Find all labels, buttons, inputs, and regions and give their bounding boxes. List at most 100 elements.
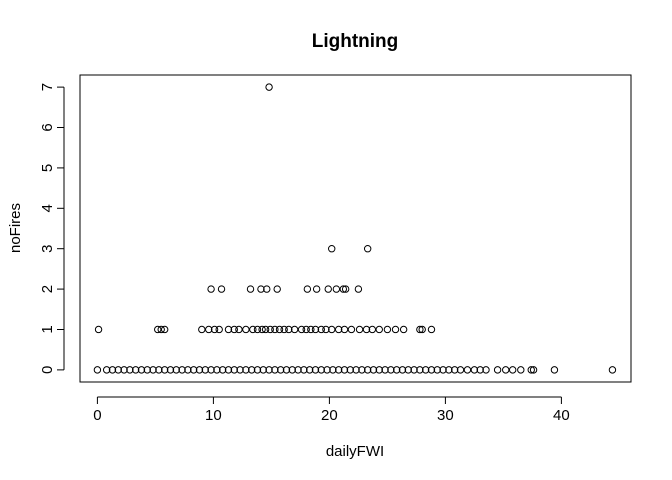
data-point — [297, 325, 306, 334]
data-point — [137, 366, 146, 374]
data-point — [341, 285, 350, 293]
data-point — [236, 366, 244, 374]
data-point — [392, 366, 401, 374]
data-point — [332, 285, 341, 293]
data-point — [470, 366, 479, 374]
plot-frame — [79, 74, 632, 383]
data-point — [198, 325, 206, 334]
data-point — [143, 366, 151, 374]
data-points — [93, 83, 617, 374]
data-point — [213, 366, 221, 374]
data-point — [416, 325, 424, 334]
data-point — [410, 366, 418, 374]
y-axis: 0 1 2 3 4 5 6 7 — [39, 83, 65, 374]
data-point — [517, 366, 525, 374]
data-point — [375, 366, 383, 374]
y-tick-label: 0 — [39, 366, 56, 374]
data-point — [276, 366, 285, 374]
data-point — [249, 325, 257, 334]
data-point — [482, 366, 490, 374]
data-point — [358, 366, 366, 374]
x-tick-label: 0 — [93, 407, 101, 424]
data-point — [346, 366, 354, 374]
data-point — [266, 325, 274, 334]
data-point — [305, 366, 314, 374]
data-point — [290, 325, 299, 334]
data-point — [235, 325, 243, 334]
data-point — [242, 366, 250, 374]
data-point — [242, 325, 250, 334]
data-point — [210, 325, 219, 334]
x-tick-label: 20 — [321, 407, 338, 424]
data-point — [421, 366, 430, 374]
data-point — [102, 366, 111, 374]
data-point — [259, 366, 267, 374]
data-point — [324, 285, 332, 293]
data-point — [218, 366, 227, 374]
data-point — [265, 366, 273, 374]
data-point — [398, 366, 407, 374]
y-tick-label: 3 — [39, 245, 56, 253]
data-point — [311, 366, 320, 374]
data-point — [172, 366, 180, 374]
data-point — [300, 366, 308, 374]
y-tick-label: 6 — [39, 123, 56, 131]
data-point — [329, 366, 337, 374]
data-point — [352, 366, 360, 374]
data-point — [450, 366, 459, 374]
data-point — [280, 325, 288, 334]
data-point — [265, 83, 273, 91]
x-tick-label: 10 — [205, 407, 222, 424]
data-point — [608, 366, 617, 374]
data-point — [294, 366, 302, 374]
data-point — [317, 366, 325, 374]
data-point — [375, 325, 383, 334]
data-point — [288, 366, 296, 374]
data-point — [160, 325, 169, 334]
data-point — [261, 325, 270, 334]
data-point — [445, 366, 453, 374]
data-point — [217, 285, 226, 293]
data-point — [399, 325, 408, 334]
data-point — [427, 366, 436, 374]
data-point — [493, 366, 502, 374]
data-point — [529, 366, 538, 374]
data-point — [383, 325, 392, 334]
data-point — [456, 366, 465, 374]
data-point — [433, 366, 441, 374]
data-point — [368, 325, 377, 334]
data-point — [322, 325, 330, 334]
data-point — [362, 325, 371, 334]
data-point — [355, 325, 364, 334]
data-point — [253, 325, 262, 334]
data-point — [427, 325, 436, 334]
y-tick-label: 2 — [39, 285, 56, 293]
data-point — [273, 285, 281, 293]
x-tick-label: 30 — [437, 407, 454, 424]
data-point — [303, 285, 312, 293]
data-point — [302, 325, 310, 334]
data-point — [149, 366, 157, 374]
data-point — [418, 325, 426, 334]
data-point — [550, 366, 559, 374]
data-point — [502, 366, 510, 374]
data-point — [527, 366, 535, 374]
data-point — [363, 244, 372, 253]
data-point — [178, 366, 186, 374]
data-point — [271, 366, 279, 374]
data-point — [312, 285, 321, 293]
data-point — [201, 366, 209, 374]
data-point — [195, 366, 204, 374]
data-point — [317, 325, 325, 334]
data-point — [347, 325, 356, 334]
data-point — [339, 285, 348, 293]
data-point — [253, 366, 262, 374]
data-point — [189, 366, 198, 374]
data-point — [224, 325, 233, 334]
data-point — [215, 325, 223, 334]
data-point — [207, 285, 215, 293]
x-axis-label: dailyFWI — [326, 443, 384, 460]
data-point — [275, 325, 284, 334]
data-point — [476, 366, 484, 374]
